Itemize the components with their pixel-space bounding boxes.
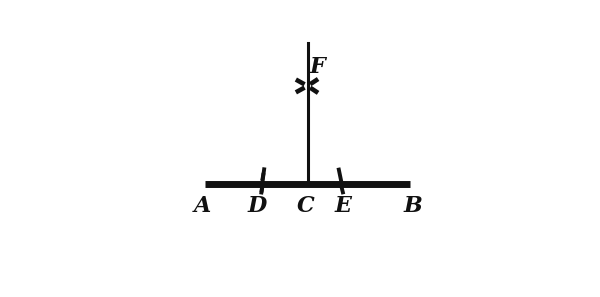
Text: C: C [296,195,314,217]
Text: B: B [403,195,422,217]
Text: D: D [248,195,267,217]
Text: E: E [334,195,352,217]
Text: A: A [194,195,211,217]
Text: F: F [310,56,326,78]
